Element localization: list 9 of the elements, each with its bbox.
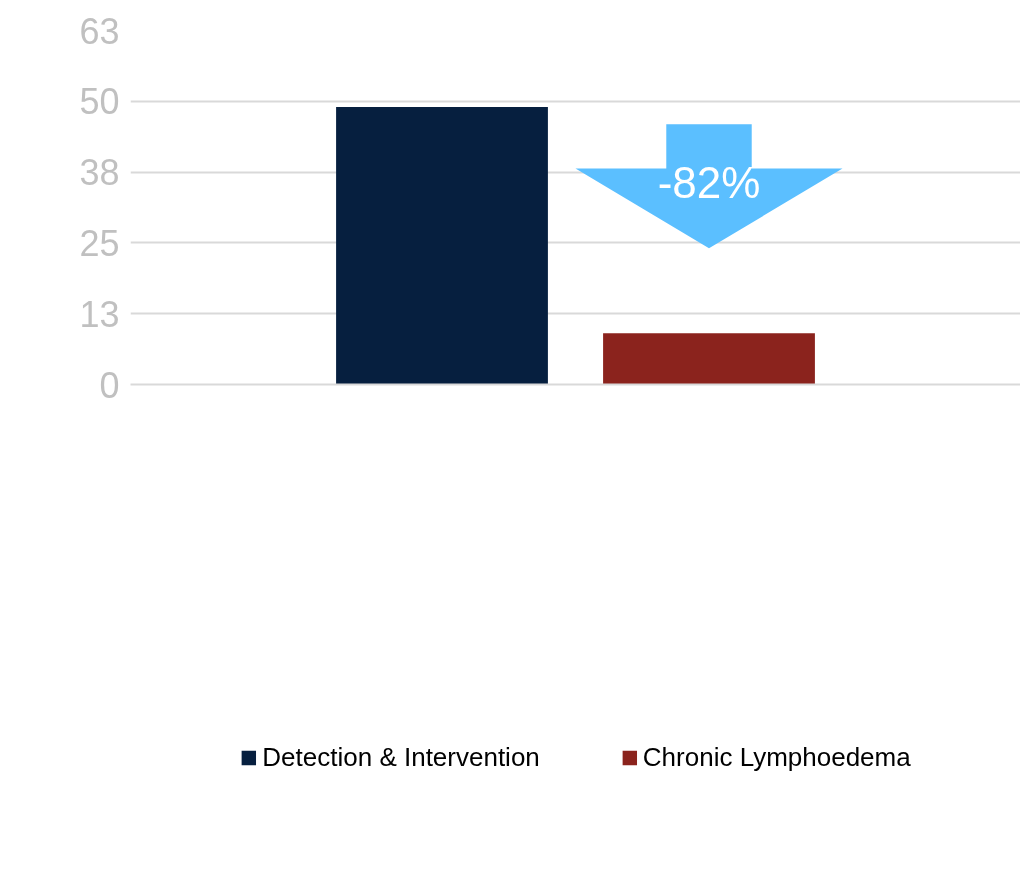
y-tick-label: 50 xyxy=(79,81,120,123)
annotation: -82% xyxy=(657,158,761,208)
y-tick-label: 0 xyxy=(99,364,120,406)
y-tick-label: 25 xyxy=(79,222,120,264)
legend-label: Chronic Lymphoedema xyxy=(642,741,911,773)
y-tick-label: 63 xyxy=(79,10,120,52)
y-tick-label: 13 xyxy=(79,293,120,335)
legend-label: Detection & Intervention xyxy=(262,741,540,773)
y-tick-label: 38 xyxy=(79,152,120,194)
